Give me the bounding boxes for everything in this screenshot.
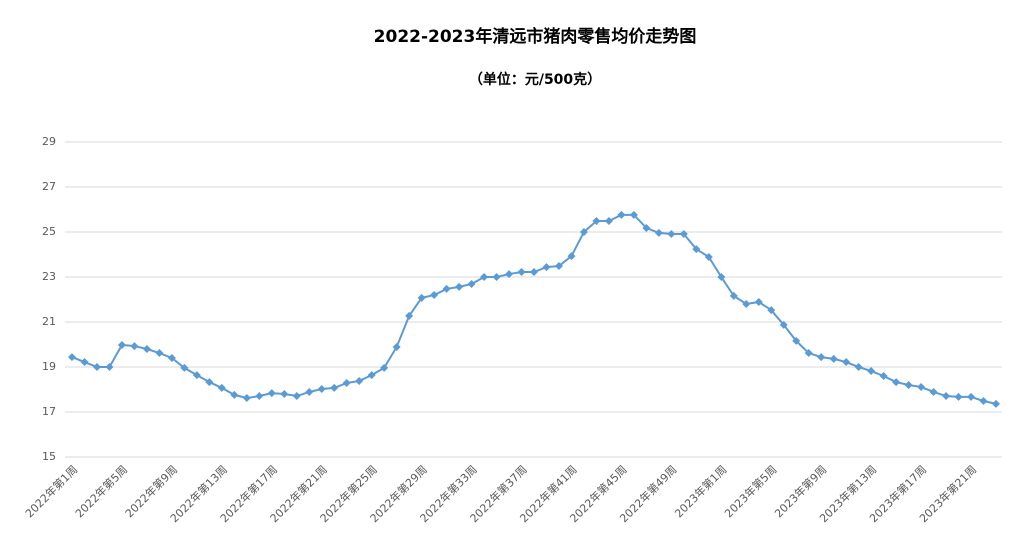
marker <box>492 273 501 281</box>
marker <box>554 261 563 270</box>
marker <box>792 336 801 345</box>
marker <box>829 354 838 363</box>
marker <box>767 306 776 315</box>
y-tick-label: 21 <box>42 315 56 328</box>
marker <box>442 284 451 293</box>
chart-title: 2022-2023年清远市猪肉零售均价走势图 <box>374 26 697 47</box>
marker <box>879 372 888 380</box>
marker <box>617 210 626 219</box>
marker <box>230 390 239 399</box>
marker <box>105 363 114 371</box>
marker <box>117 340 126 349</box>
y-tick-label: 15 <box>42 450 56 463</box>
marker <box>217 383 226 392</box>
y-tick-label: 23 <box>42 270 56 283</box>
marker <box>480 273 489 281</box>
marker <box>729 291 738 300</box>
marker <box>280 390 289 398</box>
marker <box>817 353 826 362</box>
marker <box>317 385 326 394</box>
marker <box>430 291 439 299</box>
marker <box>292 392 301 401</box>
marker <box>942 392 951 401</box>
marker <box>679 230 688 239</box>
marker <box>342 378 351 387</box>
marker <box>267 389 276 398</box>
marker <box>979 396 988 405</box>
marker <box>417 293 426 302</box>
marker <box>130 342 139 351</box>
marker <box>954 392 963 401</box>
marker <box>717 273 726 281</box>
x-tick-label: 2023年第1周 <box>672 462 730 520</box>
marker <box>667 230 676 239</box>
marker <box>380 363 389 372</box>
marker <box>180 363 189 372</box>
marker <box>804 349 813 358</box>
y-tick-label: 27 <box>42 180 56 193</box>
line <box>71 213 997 405</box>
marker <box>367 371 376 380</box>
marker <box>392 342 401 351</box>
marker <box>505 270 514 279</box>
marker <box>92 363 101 371</box>
marker <box>604 216 613 225</box>
y-tick-label: 29 <box>42 135 56 148</box>
chart-subtitle: （单位：元/500克） <box>469 71 601 88</box>
marker <box>742 300 751 308</box>
marker <box>542 263 551 272</box>
marker <box>155 349 164 358</box>
marker <box>592 216 601 225</box>
marker <box>355 376 364 385</box>
marker <box>517 268 526 277</box>
marker <box>892 378 901 387</box>
x-tick-label: 2022年第1周 <box>22 462 80 520</box>
marker <box>929 387 938 396</box>
marker <box>142 345 151 353</box>
marker <box>305 387 314 396</box>
x-tick-label: 2023年第5周 <box>722 462 780 520</box>
marker <box>642 223 651 232</box>
marker <box>405 311 414 320</box>
marker <box>992 399 1000 408</box>
marker <box>842 358 851 367</box>
marker <box>692 245 701 254</box>
marker <box>530 268 538 277</box>
marker <box>579 228 588 236</box>
marker <box>242 394 251 403</box>
marker <box>854 363 863 371</box>
marker <box>167 354 176 362</box>
marker <box>904 381 913 389</box>
marker <box>917 383 926 392</box>
marker <box>205 378 214 387</box>
marker <box>467 279 476 288</box>
marker <box>68 353 76 362</box>
marker <box>967 392 976 401</box>
marker <box>704 252 713 261</box>
marker <box>455 282 464 291</box>
y-tick-label: 17 <box>42 405 56 418</box>
x-tick-label: 2022年第5周 <box>72 462 130 520</box>
marker <box>779 320 788 329</box>
marker <box>567 252 576 261</box>
marker <box>867 367 876 376</box>
marker <box>754 297 763 306</box>
marker <box>330 383 339 392</box>
y-tick-label: 19 <box>42 360 56 373</box>
marker <box>192 371 201 380</box>
y-tick-label: 25 <box>42 225 56 238</box>
marker <box>654 228 663 237</box>
marker <box>80 358 89 367</box>
marker <box>255 392 264 401</box>
marker <box>629 210 638 219</box>
